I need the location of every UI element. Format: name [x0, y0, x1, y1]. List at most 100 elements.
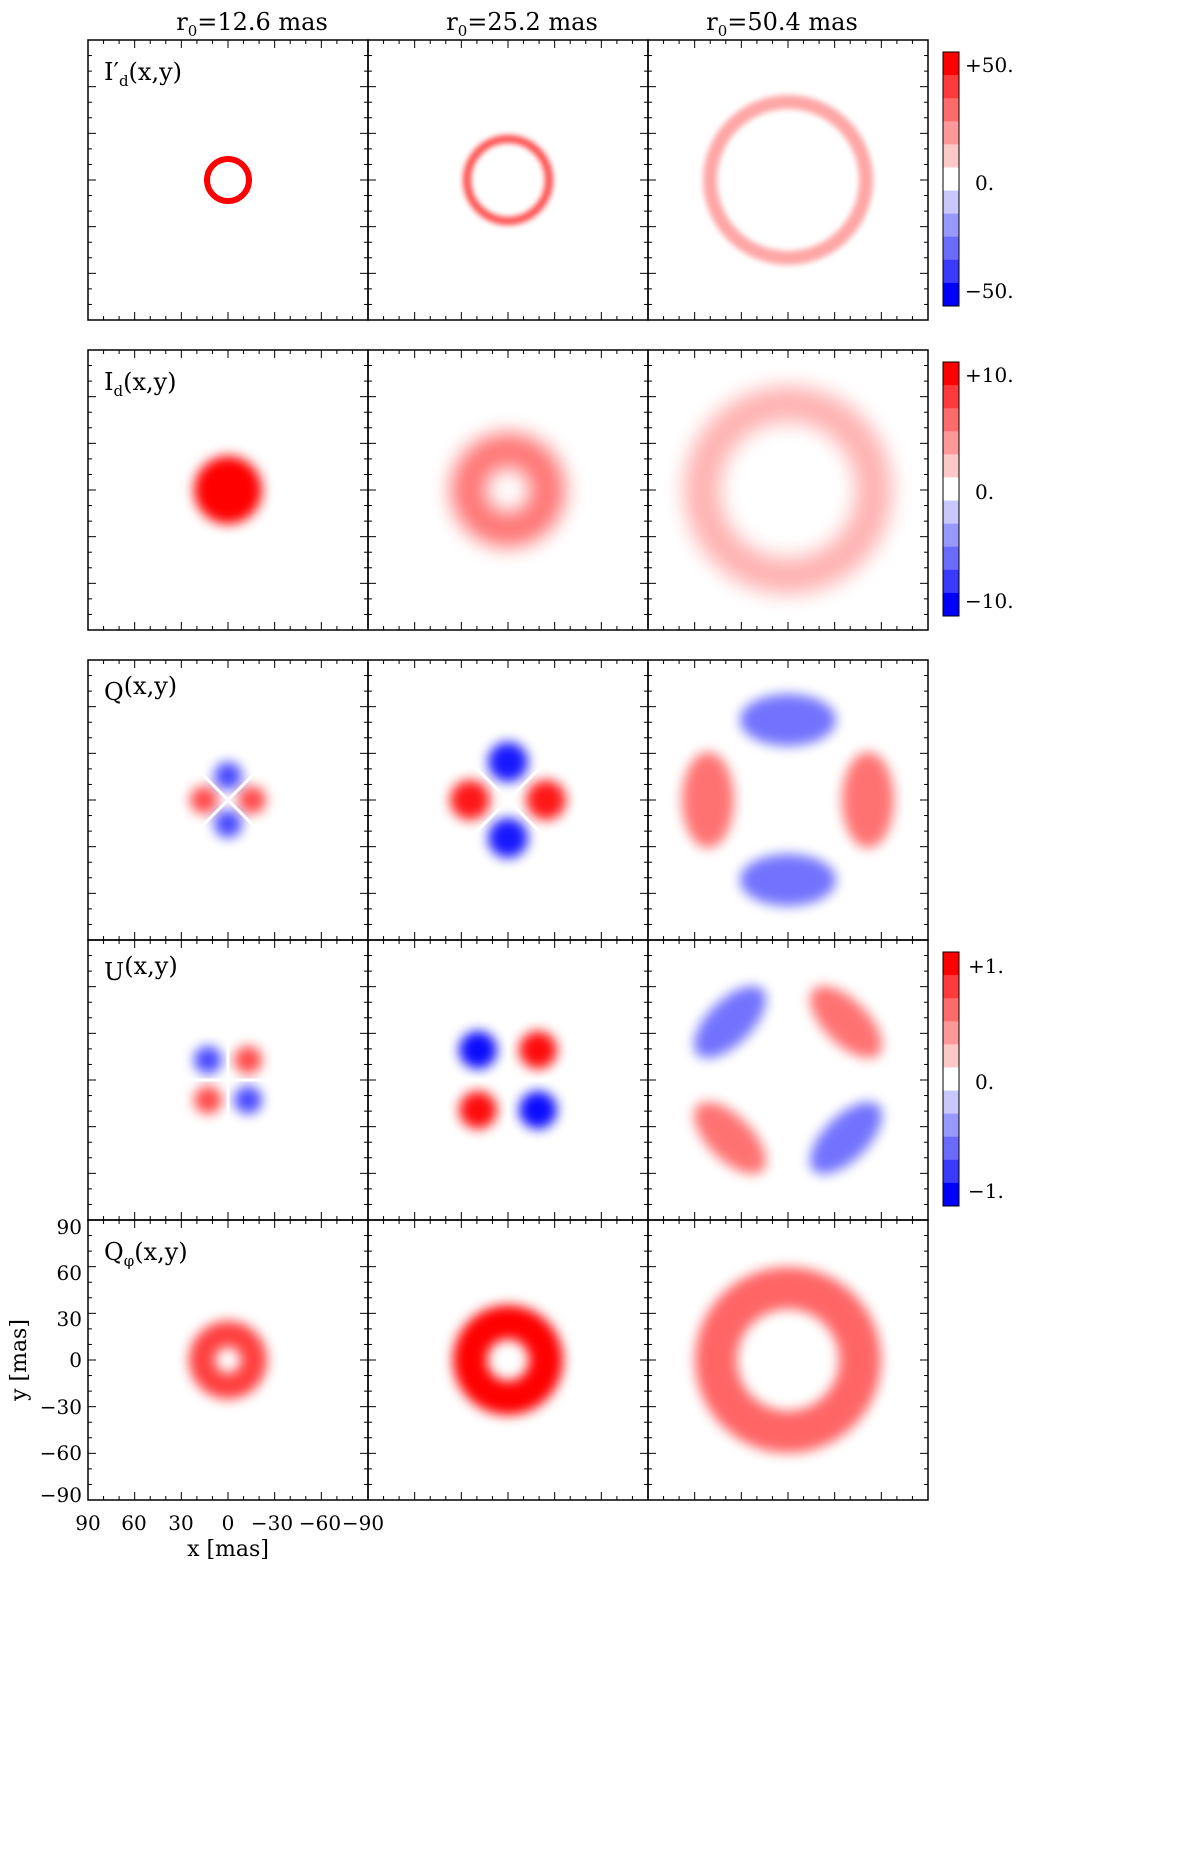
panel [367, 349, 649, 631]
colorbar-step [943, 190, 959, 215]
colorbar-step [943, 144, 959, 168]
panel [367, 1219, 649, 1501]
q-lobe-positive [190, 786, 218, 814]
colorbars [942, 51, 960, 1207]
x-tick-label: −30 [251, 1511, 293, 1535]
row-label-u: U(x,y) [104, 952, 178, 986]
colorbar-step [943, 523, 959, 548]
colorbar-step [943, 431, 959, 455]
u-lobe [234, 1086, 262, 1114]
u-lobe [459, 1091, 497, 1129]
x-tick-label: 0 [222, 1511, 235, 1535]
row-label-intensity: Id(x,y) [104, 368, 177, 400]
colorbar [942, 51, 960, 307]
colorbar-step [943, 1090, 959, 1115]
colorbar-step [943, 408, 959, 432]
u-lobe [194, 1046, 222, 1074]
u-lobe [459, 1031, 497, 1069]
colorbar-3-mid-label: 0. [975, 1070, 994, 1094]
q-lobe-negative [488, 742, 528, 782]
disk-intensity [194, 456, 262, 524]
colorbar-step [943, 121, 959, 145]
colorbar [942, 951, 960, 1207]
q-phi-ring [695, 1267, 881, 1453]
ring-intensity [451, 433, 565, 547]
q-lobe-negative [740, 854, 836, 906]
panel [87, 349, 369, 631]
ring-intensity-prime [463, 135, 553, 225]
u-lobe [809, 1101, 883, 1175]
column-header-1: r0=12.6 mas [176, 8, 328, 40]
panel [647, 659, 929, 941]
panel-ticks [647, 349, 929, 631]
colorbar-2-bottom-label: −10. [965, 589, 1014, 613]
q-zero-line [648, 660, 928, 940]
u-lobe [693, 985, 767, 1059]
q-lobe-positive [682, 752, 734, 848]
colorbar-step [943, 500, 959, 525]
panel-ticks [647, 39, 929, 321]
panel-ticks [367, 39, 649, 321]
colorbar-frame [942, 51, 960, 307]
column-header-3: r0=50.4 mas [706, 8, 858, 40]
colorbar-step [943, 1067, 959, 1092]
panel [647, 349, 929, 631]
y-tick-label: −30 [40, 1395, 82, 1419]
panel [367, 39, 649, 321]
colorbar-step [943, 167, 959, 192]
colorbar-labels: +50. 0. −50. +10. 0. −10. +1. 0. −1. [965, 53, 1014, 1203]
colorbar-step [943, 1136, 959, 1161]
panel-frame [647, 1219, 929, 1501]
ring-intensity [684, 386, 892, 594]
q-lobe-negative [214, 810, 242, 838]
panel [647, 39, 929, 321]
colorbar-step [943, 1182, 959, 1207]
q-lobe-positive [526, 780, 566, 820]
panel-frame [367, 1219, 649, 1501]
panel [367, 659, 649, 941]
x-tick-label: 60 [121, 1511, 146, 1535]
colorbar-step [943, 98, 959, 122]
colorbar-step [943, 282, 959, 307]
q-phi-ring [189, 1321, 267, 1399]
panel-ticks [647, 1219, 929, 1501]
row-label-q: Q(x,y) [104, 672, 177, 706]
x-tick-label: −90 [342, 1511, 384, 1535]
panel-ticks [367, 349, 649, 631]
panel [647, 939, 929, 1221]
colorbar-step [943, 362, 959, 386]
colorbar-step [943, 75, 959, 99]
colorbar-step [943, 1159, 959, 1184]
u-lobe [234, 1046, 262, 1074]
colorbar [942, 361, 960, 617]
q-lobe-positive [450, 780, 490, 820]
q-zero-line [88, 660, 368, 940]
y-tick-label: 0 [69, 1348, 82, 1372]
colorbar-frame [942, 951, 960, 1207]
ring-intensity-prime [703, 95, 873, 265]
colorbar-step [943, 52, 959, 76]
colorbar-3-bottom-label: −1. [968, 1179, 1004, 1203]
x-axis-ticks: 90 60 30 0 −30 −60 −90 [75, 1511, 384, 1535]
panel-frame [367, 39, 649, 321]
panel-ticks [367, 1219, 649, 1501]
colorbar-step [943, 477, 959, 502]
panel [87, 939, 369, 1221]
x-axis-label: x [mas] [187, 1537, 269, 1562]
colorbar-step [943, 385, 959, 409]
column-header-2: r0=25.2 mas [446, 8, 598, 40]
panel-ticks [367, 939, 649, 1221]
y-axis-label: y [mas] [7, 1319, 32, 1402]
colorbar-step [943, 998, 959, 1022]
panel-grid [87, 39, 929, 1501]
colorbar-2-mid-label: 0. [975, 480, 994, 504]
y-axis-ticks: 90 60 30 0 −30 −60 −90 [40, 1215, 82, 1507]
colorbar-3-top-label: +1. [968, 954, 1004, 978]
colorbar-step [943, 259, 959, 284]
row-label-intensity-prime: I′d(x,y) [104, 58, 182, 90]
colorbar-step [943, 1113, 959, 1138]
colorbar-2-top-label: +10. [965, 363, 1014, 387]
column-headers: r0=12.6 mas r0=25.2 mas r0=50.4 mas [176, 8, 858, 40]
x-tick-label: 30 [168, 1511, 193, 1535]
